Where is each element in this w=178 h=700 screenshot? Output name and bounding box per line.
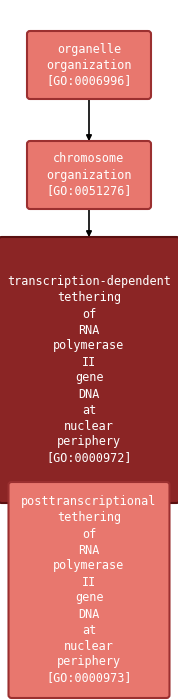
Text: posttranscriptional
tethering
of
RNA
polymerase
II
gene
DNA
at
nuclear
periphery: posttranscriptional tethering of RNA pol… xyxy=(21,496,157,685)
Text: organelle
organization
[GO:0006996]: organelle organization [GO:0006996] xyxy=(46,43,132,88)
FancyBboxPatch shape xyxy=(27,141,151,209)
FancyBboxPatch shape xyxy=(0,237,178,503)
Text: transcription-dependent
tethering
of
RNA
polymerase
II
gene
DNA
at
nuclear
perip: transcription-dependent tethering of RNA… xyxy=(7,276,171,465)
FancyBboxPatch shape xyxy=(27,31,151,99)
FancyBboxPatch shape xyxy=(9,482,169,698)
Text: chromosome
organization
[GO:0051276]: chromosome organization [GO:0051276] xyxy=(46,153,132,197)
